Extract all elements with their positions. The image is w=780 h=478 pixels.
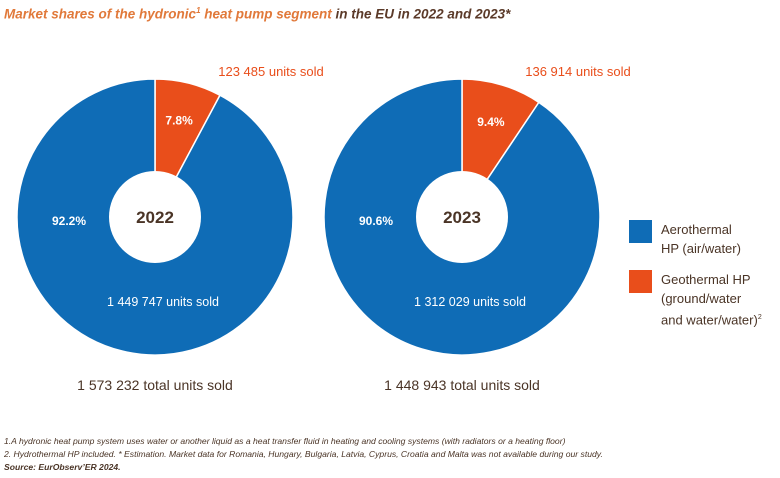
legend-swatch-geothermal [629, 270, 652, 293]
footnote-1: 1.A hydronic heat pump system uses water… [4, 436, 566, 446]
title-footnote-mark: 1 [196, 6, 201, 15]
title-part-1: Market shares of the hydronic [4, 6, 197, 22]
legend-swatch-aerothermal [629, 220, 652, 243]
footnote-2: 2. Hydrothermal HP included. * Estimatio… [4, 449, 603, 459]
units-label-aerothermal-2022: 1 449 747 units sold [107, 295, 219, 309]
units-label-geothermal-2022: 123 485 units sold [218, 64, 324, 79]
legend-item-geothermal: Geothermal HP (ground/water and water/wa… [629, 270, 780, 329]
donut-hole-2022 [109, 171, 201, 263]
title-part-2: heat pump segment [200, 6, 332, 22]
chart-title: Market shares of the hydronic1 heat pump… [4, 6, 510, 22]
donut-hole-2023 [416, 171, 508, 263]
legend-label-aerothermal: Aerothermal HP (air/water) [661, 222, 741, 256]
total-label-2022: 1 573 232 total units sold [77, 377, 233, 393]
legend-label-geothermal-wrap: Geothermal HP (ground/water and water/wa… [661, 270, 780, 329]
source-note: Source: EurObserv’ER 2024. [4, 462, 121, 472]
pct-label-geothermal-2022: 7.8% [165, 114, 193, 128]
total-label-2023: 1 448 943 total units sold [384, 377, 540, 393]
units-label-geothermal-2023: 136 914 units sold [525, 64, 631, 79]
legend-footnote-mark: 2 [757, 314, 762, 321]
pct-label-aerothermal-2022: 92.2% [52, 214, 86, 228]
donut-charts: 2022 7.8% 92.2% 1 449 747 units sold 123 485… [16, 64, 631, 393]
year-label-2023: 2023 [443, 208, 481, 227]
footnotes: 1.A hydronic heat pump system uses water… [4, 435, 603, 474]
pct-label-geothermal-2023: 9.4% [477, 115, 505, 129]
year-label-2022: 2022 [136, 208, 174, 227]
units-label-aerothermal-2023: 1 312 029 units sold [414, 295, 526, 309]
title-part-3: in the EU in 2022 and 2023* [331, 6, 511, 22]
pct-label-aerothermal-2023: 90.6% [359, 214, 393, 228]
legend-label-geothermal: Geothermal HP (ground/water and water/wa… [661, 272, 758, 328]
legend-item-aerothermal: Aerothermal HP (air/water) [629, 220, 780, 258]
